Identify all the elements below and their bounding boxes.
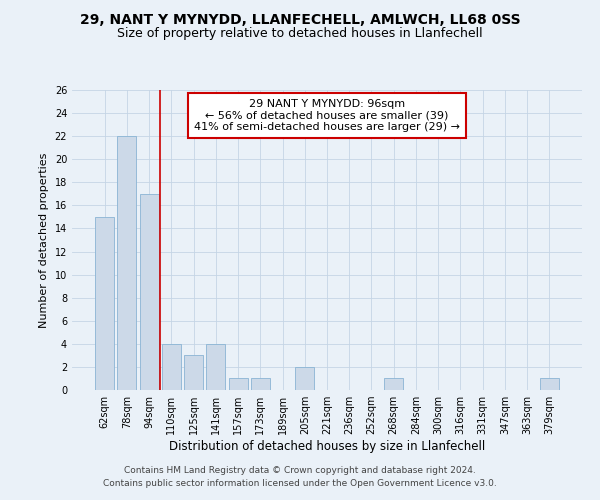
Y-axis label: Number of detached properties: Number of detached properties — [39, 152, 49, 328]
Bar — [162, 344, 181, 390]
Bar — [295, 367, 314, 390]
Bar — [229, 378, 248, 390]
Text: 29, NANT Y MYNYDD, LLANFECHELL, AMLWCH, LL68 0SS: 29, NANT Y MYNYDD, LLANFECHELL, AMLWCH, … — [80, 12, 520, 26]
Bar — [384, 378, 403, 390]
Text: 29 NANT Y MYNYDD: 96sqm
← 56% of detached houses are smaller (39)
41% of semi-de: 29 NANT Y MYNYDD: 96sqm ← 56% of detache… — [194, 99, 460, 132]
Bar — [140, 194, 158, 390]
Bar — [540, 378, 559, 390]
Bar — [118, 136, 136, 390]
Bar — [95, 217, 114, 390]
Bar — [206, 344, 225, 390]
Text: Size of property relative to detached houses in Llanfechell: Size of property relative to detached ho… — [117, 28, 483, 40]
X-axis label: Distribution of detached houses by size in Llanfechell: Distribution of detached houses by size … — [169, 440, 485, 453]
Bar — [184, 356, 203, 390]
Text: Contains HM Land Registry data © Crown copyright and database right 2024.
Contai: Contains HM Land Registry data © Crown c… — [103, 466, 497, 487]
Bar — [251, 378, 270, 390]
